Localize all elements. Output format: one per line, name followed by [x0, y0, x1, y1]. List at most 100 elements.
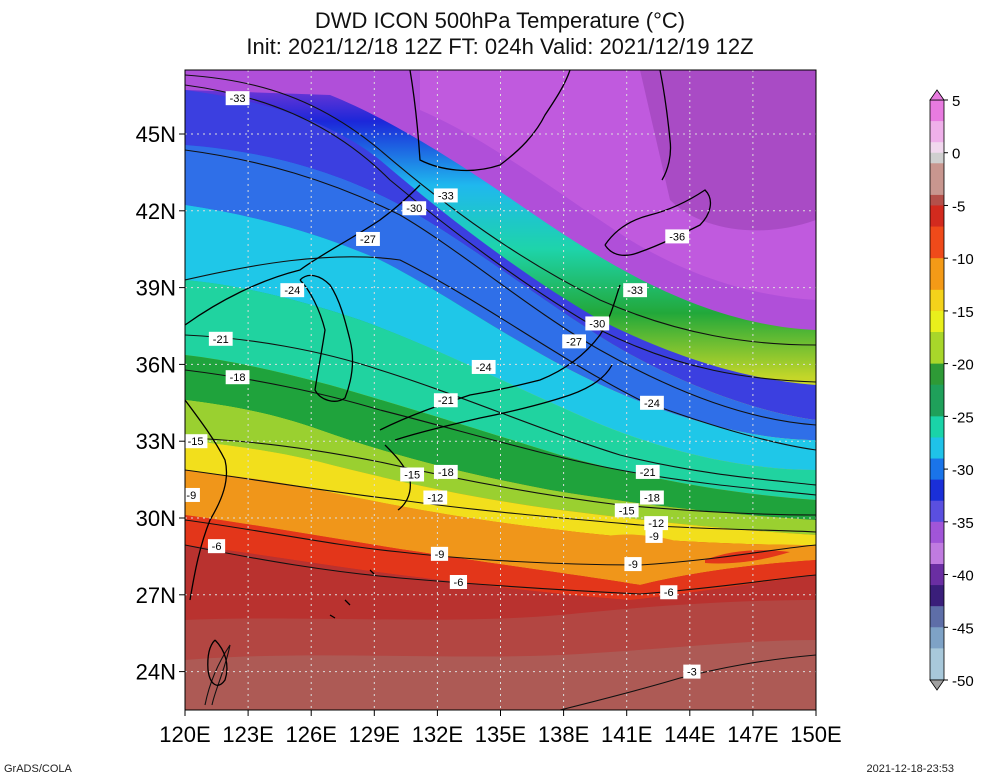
- contour-label-bg: [623, 283, 648, 298]
- lon-tick-label: 147E: [727, 722, 778, 747]
- contour-label-bg: [614, 503, 639, 518]
- contour-line: [185, 149, 816, 426]
- lat-tick-label: 36N: [136, 352, 176, 377]
- contour-labels: -33 -33 -30 -27 -36 -24 -33 -30 -27 -21 -24 -18 -21 -…: [182, 91, 701, 679]
- colorbar-segment: [930, 237, 944, 249]
- lon-tick-label: 138E: [538, 722, 589, 747]
- colorbar-segment: [930, 163, 944, 175]
- colorbar-segment: [930, 173, 944, 185]
- lon-tick-label: 126E: [286, 722, 337, 747]
- colorbar-label: 0: [952, 146, 960, 163]
- contour-line: [185, 369, 816, 496]
- contour-label: -21: [213, 334, 229, 346]
- lon-tick-label: 144E: [664, 722, 715, 747]
- contour-line: [185, 519, 816, 566]
- lat-tick-label: 39N: [136, 276, 176, 301]
- contour-label: -6: [664, 587, 674, 599]
- coast-honshu-south: [394, 364, 613, 441]
- contour-label-bg: [635, 464, 660, 479]
- contour-label: -9: [435, 549, 445, 561]
- colorbar-label: -25: [952, 409, 974, 426]
- contour-label-bg: [433, 393, 458, 408]
- lat-tick-label: 30N: [136, 506, 176, 531]
- contour-label-bg: [471, 359, 496, 374]
- contour-label-bg: [645, 528, 663, 543]
- colorbar-label: -15: [952, 304, 974, 321]
- contour-label: -24: [476, 362, 492, 374]
- contour-label-bg: [400, 467, 425, 482]
- contour-label-bg: [640, 395, 664, 410]
- contour-label-bg: [225, 91, 250, 106]
- colorbar-segment: [930, 627, 944, 639]
- contour-label-bg: [644, 516, 669, 531]
- coast-mainland-north: [185, 184, 421, 326]
- colorbar-label: -40: [952, 568, 974, 585]
- contour-label-bg: [402, 201, 427, 216]
- contour-label: -9: [186, 490, 196, 502]
- contour-label: -36: [669, 231, 685, 243]
- colorbar-segment: [930, 310, 944, 323]
- contour-label: -12: [427, 493, 443, 505]
- colorbar-label: -5: [952, 198, 965, 215]
- colorbar-segment: [930, 226, 944, 238]
- colorbar-segment: [930, 142, 944, 154]
- colorbar-segment: [930, 395, 944, 407]
- lon-tick-label: 129E: [349, 722, 400, 747]
- footer-credit: GrADS/COLA: [4, 763, 72, 775]
- colorbar-segment: [930, 500, 944, 512]
- colorbar-segment: [930, 648, 944, 660]
- contour-label-bg: [280, 283, 305, 298]
- contour-label-bg: [449, 575, 468, 589]
- contour-label: -15: [619, 505, 635, 517]
- colorbar-segment: [930, 342, 944, 354]
- lon-tick-label: 141E: [601, 722, 652, 747]
- coast-ryukyu: [329, 569, 375, 619]
- band-blue-dark: [185, 90, 816, 420]
- contour-label: -18: [230, 372, 246, 384]
- contour-label: -33: [230, 93, 246, 105]
- colorbar-segment: [930, 637, 944, 649]
- colorbar-segment: [930, 521, 944, 533]
- warm-patch-2: [705, 550, 790, 564]
- colorbar-label: -10: [952, 251, 974, 268]
- contour-label: -6: [454, 577, 464, 589]
- band-purple-dark: [640, 70, 816, 231]
- coast-korea: [299, 274, 354, 402]
- contour-lines: [185, 74, 816, 710]
- colorbar-segment: [930, 616, 944, 628]
- contour-label-bg: [225, 370, 250, 385]
- lat-tick-label: 24N: [136, 660, 176, 685]
- lat-tick-label: 33N: [136, 429, 176, 454]
- contour-label-bg: [660, 585, 678, 600]
- colorbar-segment: [930, 437, 944, 449]
- map-axes: 120E 123E 126E 129E 132E 135E 138E 141E 144E 147E…: [136, 122, 842, 747]
- contour-line: [185, 437, 816, 516]
- colorbar-segment: [930, 553, 944, 565]
- colorbar-segment: [930, 511, 944, 523]
- colorbar-segment: [930, 490, 944, 502]
- colorbar-bottom-arrow: [929, 679, 945, 691]
- colorbar-segment: [930, 595, 944, 607]
- colorbar-segment: [930, 574, 944, 586]
- contour-line: [185, 84, 816, 383]
- contour-label: -30: [589, 318, 605, 330]
- contour-label-bg: [430, 546, 449, 561]
- colorbar-segment: [930, 479, 944, 491]
- contour-label: -15: [188, 436, 204, 448]
- band-rose: [185, 640, 816, 710]
- contour-label-bg: [207, 539, 226, 554]
- contour-label: -21: [438, 395, 454, 407]
- colorbar-segment: [930, 458, 944, 470]
- colorbar-segment: [930, 658, 944, 671]
- colorbar-segment: [930, 289, 944, 301]
- map-grid: [185, 70, 816, 710]
- contour-line: [185, 74, 816, 346]
- colorbar-segment: [930, 353, 944, 365]
- contour-label-bg: [562, 334, 587, 349]
- contour-label: -27: [360, 234, 376, 246]
- contour-line: [185, 469, 816, 533]
- colorbar-segment: [930, 194, 944, 207]
- colorbar-segment: [930, 405, 944, 417]
- lon-tick-label: 120E: [159, 722, 210, 747]
